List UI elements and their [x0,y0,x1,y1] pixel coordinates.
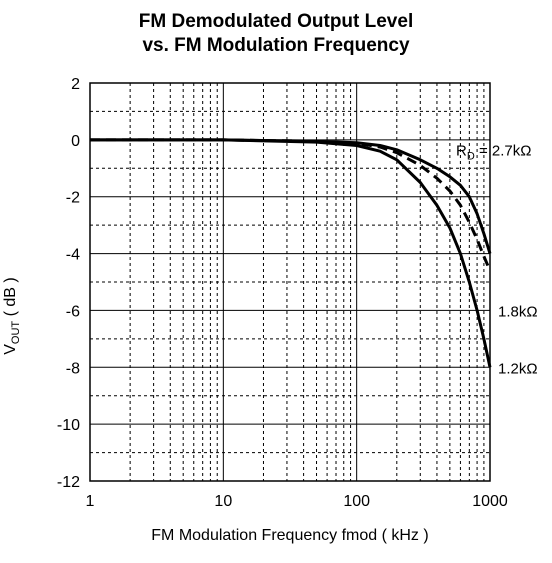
plot-border [89,82,491,482]
y-tick-label: -6 [66,303,80,320]
x-tick-label: 1000 [472,493,508,510]
y-tick-label: -8 [66,360,80,377]
series-label-2-7k: RD = 2.7kΩ [456,142,531,162]
x-tick-label: 1 [86,493,95,510]
series-line-12k [90,138,492,368]
series-line-18k [90,138,492,272]
chart-title-line-2: vs. FM Modulation Frequency [142,35,410,56]
y-tick-label: -12 [57,474,80,491]
y-tick-label: 0 [71,133,80,150]
y-axis-label: VOUT ( dB ) [1,277,23,355]
x-tick-label: 100 [343,493,370,510]
chart-title-line-1: FM Demodulated Output Level [138,11,414,32]
series-label-1-8k: 1.8kΩ [498,303,538,320]
series-label-1-2k: 1.2kΩ [498,360,538,377]
y-tick-label: 2 [71,76,80,93]
y-tick-label: -10 [57,417,80,434]
x-tick-label: 10 [214,493,232,510]
y-tick-label: -2 [66,190,80,207]
y-tick-label: -4 [66,247,80,264]
x-axis-label: FM Modulation Frequency fmod ( kHz ) [151,527,429,544]
